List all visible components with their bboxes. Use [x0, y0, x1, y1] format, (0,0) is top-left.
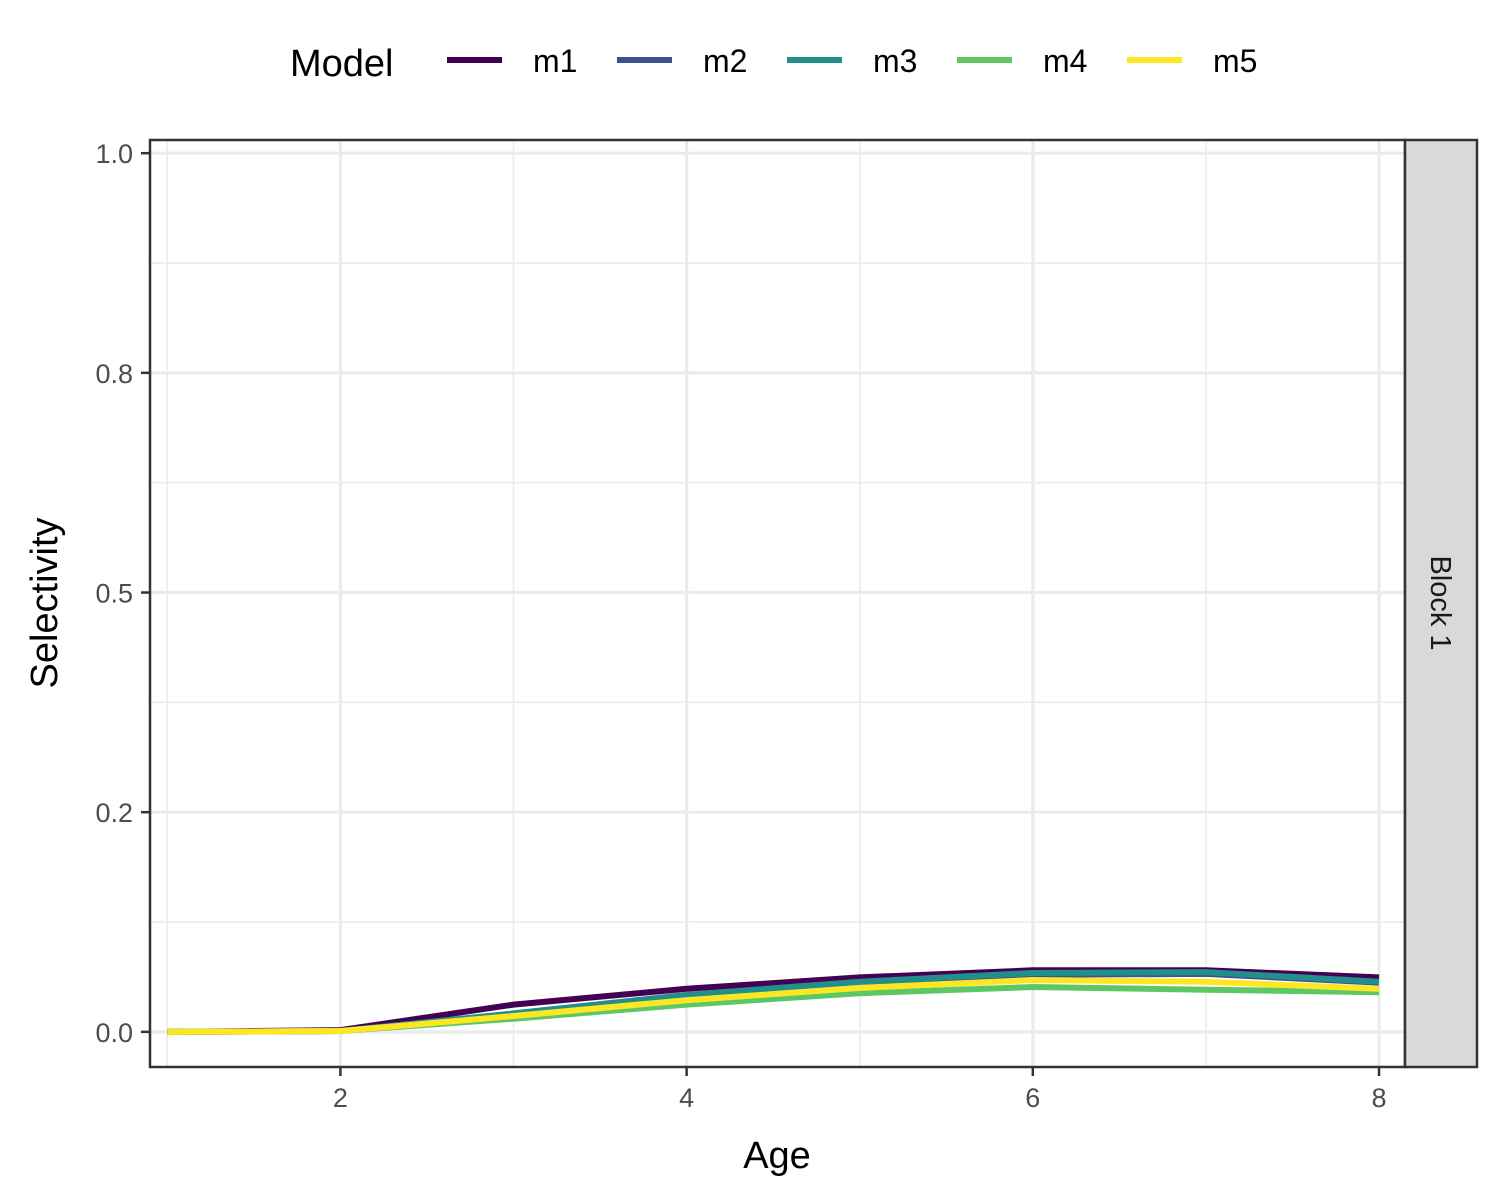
legend-label-m3: m3 — [873, 43, 917, 79]
facet-strip: Block 1 — [1403, 138, 1479, 1069]
y-axis-title: Selectivity — [24, 517, 66, 688]
x-tick-label: 8 — [1372, 1083, 1387, 1113]
y-tick-label: 0.8 — [95, 359, 133, 389]
x-tick-label: 4 — [679, 1083, 694, 1113]
x-axis-title: Age — [743, 1135, 811, 1177]
grid-minor — [150, 140, 1405, 1067]
y-tick-label: 0.5 — [95, 579, 133, 609]
legend: Model m1 m2 m3 m4 m5 — [290, 43, 1257, 85]
plot-panel — [150, 140, 1405, 1067]
y-axis: 0.0 0.2 0.5 0.8 1.0 — [95, 139, 150, 1048]
legend-label-m1: m1 — [533, 43, 577, 79]
legend-label-m4: m4 — [1043, 43, 1087, 79]
x-tick-label: 6 — [1025, 1083, 1040, 1113]
series-line-m5 — [167, 977, 1380, 1035]
legend-items: m1 m2 m3 m4 m5 — [447, 43, 1257, 79]
y-tick-label: 1.0 — [95, 139, 133, 169]
y-tick-label: 0.0 — [95, 1018, 133, 1048]
legend-label-m2: m2 — [703, 43, 747, 79]
y-tick-label: 0.2 — [95, 798, 133, 828]
x-tick-label: 2 — [333, 1083, 348, 1113]
facet-strip-box — [1403, 138, 1479, 1069]
legend-label-m5: m5 — [1213, 43, 1257, 79]
grid-major — [150, 140, 1405, 1067]
facet-strip-label: Block 1 — [1424, 555, 1456, 650]
x-axis: 2 4 6 8 — [333, 1067, 1387, 1113]
series-lines — [167, 967, 1380, 1035]
legend-title: Model — [290, 43, 394, 85]
